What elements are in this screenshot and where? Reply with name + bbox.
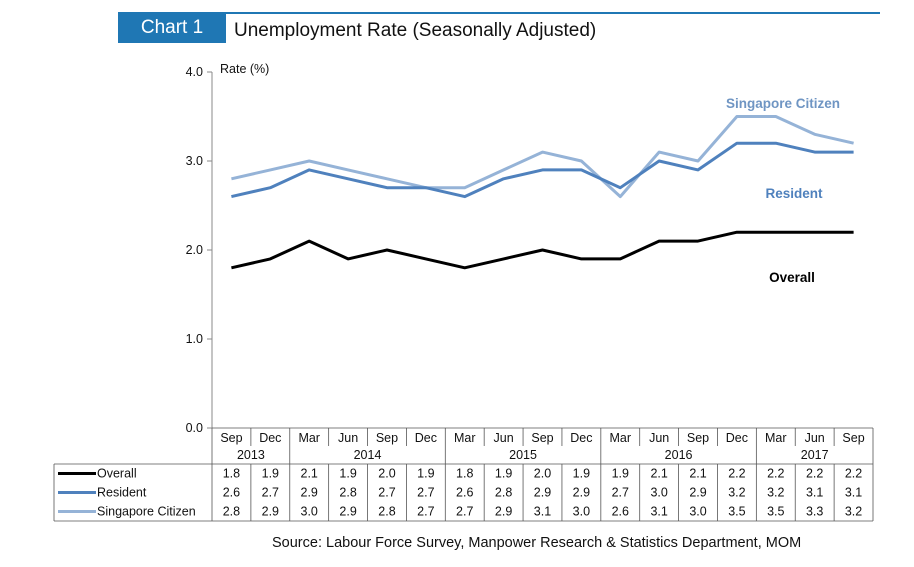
chart-number-tag: Chart 1 (118, 13, 226, 43)
x-tick-label: Mar (454, 431, 476, 445)
data-label: 2.9 (495, 505, 512, 519)
series-line-resident (231, 141, 854, 199)
data-label: 2.0 (378, 467, 395, 481)
data-label: 2.9 (573, 486, 590, 500)
data-label: 2.9 (262, 505, 279, 519)
data-label: 3.3 (806, 505, 823, 519)
data-label: 3.1 (534, 505, 551, 519)
series-labels: Overall Resident Singapore Citizen (726, 96, 840, 285)
x-tick-label: Sep (531, 431, 553, 445)
data-label: 2.8 (339, 486, 356, 500)
data-label: 3.0 (689, 505, 706, 519)
data-label: 2.7 (262, 486, 279, 500)
x-tick-label: Sep (842, 431, 864, 445)
series-line-overall (231, 230, 854, 270)
data-label: 2.9 (689, 486, 706, 500)
series-lines (231, 115, 854, 270)
axes: 0.0 1.0 2.0 3.0 4.0 Rate (%) (186, 62, 270, 435)
x-tick-label: Sep (220, 431, 242, 445)
data-label: 3.2 (728, 486, 745, 500)
x-tick-label: Mar (765, 431, 787, 445)
year-label: 2016 (665, 448, 693, 462)
data-label: 3.2 (767, 486, 784, 500)
data-label: 2.7 (612, 486, 629, 500)
data-label: 2.1 (689, 467, 706, 481)
data-label: 2.8 (378, 505, 395, 519)
data-label: 3.5 (728, 505, 745, 519)
data-label: 2.2 (806, 467, 823, 481)
data-label: 3.1 (806, 486, 823, 500)
data-label: 2.9 (339, 505, 356, 519)
data-label: 3.0 (573, 505, 590, 519)
series-label-singapore-citizen: Singapore Citizen (726, 96, 840, 111)
data-label: 1.9 (573, 467, 590, 481)
legend-entry: Resident (97, 486, 147, 500)
source-note: Source: Labour Force Survey, Manpower Re… (272, 535, 802, 551)
y-axis-title: Rate (%) (220, 62, 269, 76)
data-label: 2.8 (495, 486, 512, 500)
data-label: 3.1 (650, 505, 667, 519)
x-tick-label: Jun (649, 431, 669, 445)
y-tick-label: 3.0 (186, 154, 203, 168)
data-label: 1.8 (456, 467, 473, 481)
header-rule (118, 12, 880, 14)
x-tick-label: Jun (338, 431, 358, 445)
series-label-resident: Resident (765, 186, 823, 201)
data-label: 1.8 (223, 467, 240, 481)
data-label: 2.7 (417, 505, 434, 519)
x-tick-label: Sep (687, 431, 709, 445)
data-label: 1.9 (495, 467, 512, 481)
x-tick-label: Mar (609, 431, 631, 445)
data-label: 3.5 (767, 505, 784, 519)
data-label: 2.7 (456, 505, 473, 519)
data-label: 3.2 (845, 505, 862, 519)
x-tick-label: Jun (494, 431, 514, 445)
series-line-singapore-citizen (231, 115, 854, 199)
data-label: 3.0 (301, 505, 318, 519)
x-tick-label: Dec (570, 431, 592, 445)
y-tick-label: 0.0 (186, 421, 203, 435)
data-table: 2013 2014 2015 2016 2017 Sep Dec Mar Jun Sep Dec Ma… (53, 427, 874, 522)
data-label: 2.2 (728, 467, 745, 481)
year-label: 2017 (801, 448, 829, 462)
year-label: 2014 (354, 448, 382, 462)
y-tick-label: 4.0 (186, 65, 203, 79)
data-label: 2.9 (534, 486, 551, 500)
legend-entry: Overall (97, 467, 137, 481)
data-label: 2.7 (378, 486, 395, 500)
data-label: 1.9 (612, 467, 629, 481)
data-label: 3.0 (650, 486, 667, 500)
data-label: 2.8 (223, 505, 240, 519)
data-label: 1.9 (417, 467, 434, 481)
legend-entry: Singapore Citizen (97, 505, 196, 519)
year-label: 2013 (237, 448, 265, 462)
data-label: 2.1 (301, 467, 318, 481)
year-label: 2015 (509, 448, 537, 462)
data-label: 2.2 (767, 467, 784, 481)
series-label-overall: Overall (769, 270, 815, 285)
x-tick-label: Dec (415, 431, 437, 445)
data-label: 2.6 (223, 486, 240, 500)
x-tick-label: Mar (298, 431, 320, 445)
data-label: 1.9 (262, 467, 279, 481)
y-tick-label: 2.0 (186, 243, 203, 257)
data-label: 2.1 (650, 467, 667, 481)
data-label: 1.9 (339, 467, 356, 481)
x-tick-label: Sep (376, 431, 398, 445)
x-tick-label: Dec (259, 431, 281, 445)
data-label: 2.9 (301, 486, 318, 500)
data-label: 2.6 (612, 505, 629, 519)
data-label: 2.7 (417, 486, 434, 500)
y-tick-label: 1.0 (186, 332, 203, 346)
x-tick-label: Jun (805, 431, 825, 445)
data-label: 2.6 (456, 486, 473, 500)
data-label: 3.1 (845, 486, 862, 500)
chart-title: Unemployment Rate (Seasonally Adjusted) (234, 20, 597, 41)
data-label: 2.2 (845, 467, 862, 481)
x-tick-label: Dec (726, 431, 748, 445)
data-label: 2.0 (534, 467, 551, 481)
